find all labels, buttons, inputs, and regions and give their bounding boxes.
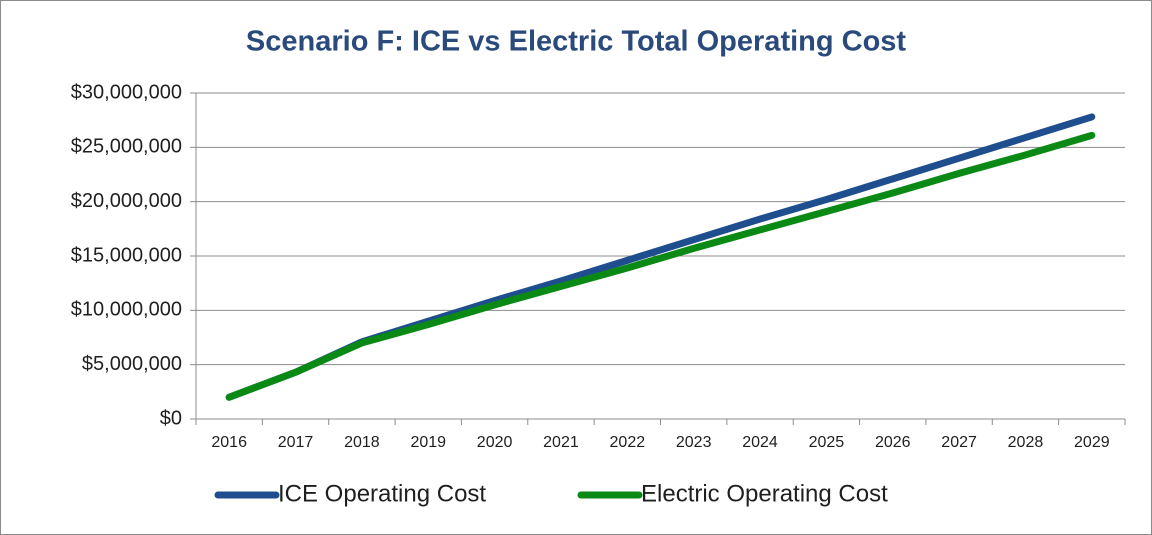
y-tick-label: $30,000,000 xyxy=(71,81,182,103)
x-tick-label: 2018 xyxy=(344,434,380,451)
x-tick-label: 2017 xyxy=(278,434,314,451)
x-tick-label: 2023 xyxy=(676,434,712,451)
x-tick-label: 2027 xyxy=(941,434,977,451)
x-tick-label: 2025 xyxy=(809,434,845,451)
legend-label: ICE Operating Cost xyxy=(278,480,486,507)
y-tick-label: $10,000,000 xyxy=(71,299,182,321)
series-line xyxy=(225,131,1096,401)
y-tick-label: $25,000,000 xyxy=(71,136,182,158)
x-tick-label: 2026 xyxy=(875,434,911,451)
x-tick-label: 2028 xyxy=(1008,434,1044,451)
y-tick-label: $0 xyxy=(160,407,182,429)
x-tick-label: 2020 xyxy=(477,434,513,451)
x-tick-label: 2021 xyxy=(543,434,579,451)
x-tick-label: 2024 xyxy=(742,434,778,451)
y-tick-label: $5,000,000 xyxy=(82,353,182,375)
y-tick-label: $15,000,000 xyxy=(71,244,182,266)
x-tick-label: 2019 xyxy=(410,434,446,451)
y-tick-label: $20,000,000 xyxy=(71,190,182,212)
x-tick-label: 2016 xyxy=(211,434,247,451)
chart-title: Scenario F: ICE vs Electric Total Operat… xyxy=(246,26,907,58)
x-tick-label: 2029 xyxy=(1074,434,1110,451)
x-tick-label: 2022 xyxy=(610,434,646,451)
legend-label: Electric Operating Cost xyxy=(641,480,888,507)
